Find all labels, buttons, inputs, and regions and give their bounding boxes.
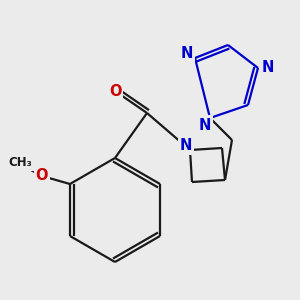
Text: O: O [109,83,121,98]
Text: CH₃: CH₃ [8,157,32,169]
Text: N: N [181,46,193,61]
Text: O: O [36,169,48,184]
Text: N: N [180,137,192,152]
Text: N: N [262,61,274,76]
Text: N: N [199,118,211,133]
